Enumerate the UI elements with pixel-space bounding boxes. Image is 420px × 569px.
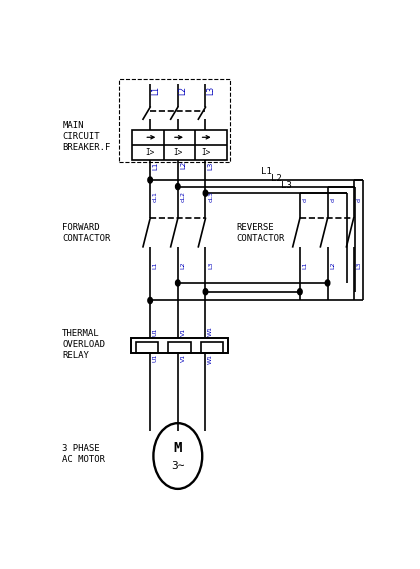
Text: MAIN
CIRCUIT
BREAKER.F: MAIN CIRCUIT BREAKER.F [62,121,110,152]
Text: L2: L2 [271,174,282,183]
Text: L1: L1 [152,161,158,170]
Text: I>: I> [145,148,155,157]
Text: L2: L2 [178,86,187,95]
Text: L2: L2 [330,262,335,270]
Text: 3∼: 3∼ [171,461,184,471]
Text: L3: L3 [208,161,214,170]
Text: L3: L3 [281,180,291,189]
Circle shape [325,280,330,286]
Text: I>: I> [201,148,210,157]
Text: U1: U1 [153,328,158,336]
Text: I>: I> [173,148,182,157]
Text: W1: W1 [208,326,213,336]
Bar [136,341,158,353]
Text: d: d [330,199,335,203]
Bar [132,130,227,160]
Text: L3: L3 [208,262,213,270]
Text: cL3: cL3 [208,191,213,203]
Bar [168,341,191,353]
Circle shape [176,280,180,286]
Circle shape [176,184,180,189]
Text: V1: V1 [181,354,186,362]
Bar [131,338,228,353]
Circle shape [148,177,152,183]
Text: L1: L1 [261,167,272,176]
Text: L3: L3 [356,262,361,270]
Text: L3: L3 [206,86,215,95]
Text: 3 PHASE
AC MOTOR: 3 PHASE AC MOTOR [62,444,105,464]
Circle shape [148,298,152,303]
Text: REVERSE
CONTACTOR: REVERSE CONTACTOR [236,222,285,242]
Text: L1: L1 [302,262,307,269]
Bar [119,79,230,163]
Circle shape [203,190,208,196]
Text: V1: V1 [181,328,186,336]
Text: M: M [173,441,182,455]
Text: U1: U1 [153,354,158,362]
Text: L1: L1 [151,86,160,95]
Circle shape [203,288,208,295]
Text: L2: L2 [181,262,186,270]
Text: d: d [302,199,307,203]
Text: L1: L1 [153,262,158,269]
Text: W1: W1 [208,354,213,364]
Bar [201,341,223,353]
Text: d: d [356,199,361,203]
Text: THERMAL
OVERLOAD
RELAY: THERMAL OVERLOAD RELAY [62,329,105,360]
Text: FORWARD
CONTACTOR: FORWARD CONTACTOR [62,222,110,242]
Text: L2: L2 [180,161,186,170]
Text: cL2: cL2 [181,191,186,203]
Text: cL1: cL1 [153,192,158,203]
Circle shape [298,288,302,295]
